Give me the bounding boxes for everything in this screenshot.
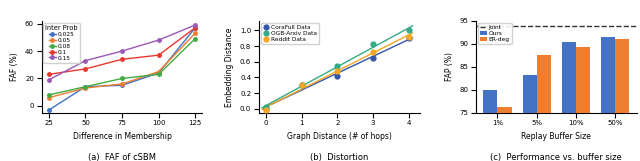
Legend: 0.025, 0.05, 0.08, 0.1, 0.15: 0.025, 0.05, 0.08, 0.1, 0.15 bbox=[44, 23, 80, 63]
0.025 bbox=[82, 86, 90, 88]
0.1 bbox=[191, 27, 199, 29]
0.05 bbox=[191, 32, 199, 34]
0.05 bbox=[155, 71, 163, 73]
Line: 0.1: 0.1 bbox=[47, 26, 197, 76]
0.15 bbox=[118, 50, 126, 52]
Bar bbox=[522, 75, 537, 161]
0.15 bbox=[82, 60, 90, 62]
OGB-Arxiv Data bbox=[332, 65, 342, 68]
Reddit Data bbox=[332, 70, 342, 72]
Line: 0.08: 0.08 bbox=[47, 37, 197, 97]
CoraFull Data bbox=[296, 84, 307, 86]
0.025 bbox=[155, 72, 163, 74]
Bar bbox=[615, 39, 630, 161]
Reddit Data bbox=[404, 35, 414, 38]
0.05 bbox=[82, 87, 90, 89]
0.08 bbox=[155, 73, 163, 75]
0.15 bbox=[45, 79, 52, 81]
X-axis label: Replay Buffer Size: Replay Buffer Size bbox=[522, 132, 591, 141]
OGB-Arxiv Data bbox=[296, 84, 307, 86]
Text: (c)  Performance vs. buffer size: (c) Performance vs. buffer size bbox=[490, 153, 622, 161]
0.1 bbox=[45, 73, 52, 75]
0.1 bbox=[118, 58, 126, 60]
Reddit Data bbox=[368, 50, 378, 53]
Bar bbox=[483, 90, 497, 161]
0.15 bbox=[155, 39, 163, 41]
CoraFull Data bbox=[404, 37, 414, 39]
0.1 bbox=[155, 54, 163, 56]
Reddit Data bbox=[296, 84, 307, 86]
X-axis label: Difference in Membership: Difference in Membership bbox=[72, 132, 172, 141]
0.15 bbox=[191, 24, 199, 26]
X-axis label: Graph Distance (# of hops): Graph Distance (# of hops) bbox=[287, 132, 392, 141]
Y-axis label: FAF (%): FAF (%) bbox=[10, 52, 19, 81]
CoraFull Data bbox=[368, 57, 378, 59]
Text: (b)  Distortion: (b) Distortion bbox=[310, 153, 369, 161]
Legend: CoraFull Data, OGB-Arxiv Data, Reddit Data: CoraFull Data, OGB-Arxiv Data, Reddit Da… bbox=[260, 23, 319, 44]
Bar bbox=[576, 47, 590, 161]
Joint bbox=[493, 25, 501, 27]
Bar bbox=[497, 107, 511, 161]
0.08 bbox=[45, 94, 52, 96]
Legend: Joint, Ours, ER-deg: Joint, Ours, ER-deg bbox=[477, 23, 511, 44]
0.08 bbox=[118, 77, 126, 79]
0.05 bbox=[118, 83, 126, 85]
Joint bbox=[533, 25, 541, 27]
0.05 bbox=[45, 97, 52, 99]
Bar bbox=[601, 37, 615, 161]
Line: 0.025: 0.025 bbox=[47, 26, 197, 112]
CoraFull Data bbox=[332, 75, 342, 77]
Y-axis label: Embedding Distance: Embedding Distance bbox=[225, 27, 234, 107]
OGB-Arxiv Data bbox=[368, 43, 378, 46]
Y-axis label: FAP (%): FAP (%) bbox=[445, 52, 454, 81]
Line: 0.15: 0.15 bbox=[47, 23, 197, 82]
OGB-Arxiv Data bbox=[404, 29, 414, 32]
Bar bbox=[537, 55, 551, 161]
0.1 bbox=[82, 68, 90, 70]
0.025 bbox=[45, 109, 52, 111]
Text: (a)  FAF of cSBM: (a) FAF of cSBM bbox=[88, 153, 156, 161]
0.025 bbox=[191, 27, 199, 29]
OGB-Arxiv Data bbox=[260, 106, 271, 109]
Line: 0.05: 0.05 bbox=[47, 32, 197, 99]
CoraFull Data bbox=[260, 108, 271, 110]
0.08 bbox=[82, 86, 90, 88]
0.025 bbox=[118, 84, 126, 86]
Bar bbox=[562, 43, 576, 161]
0.08 bbox=[191, 38, 199, 40]
Reddit Data bbox=[260, 109, 271, 112]
